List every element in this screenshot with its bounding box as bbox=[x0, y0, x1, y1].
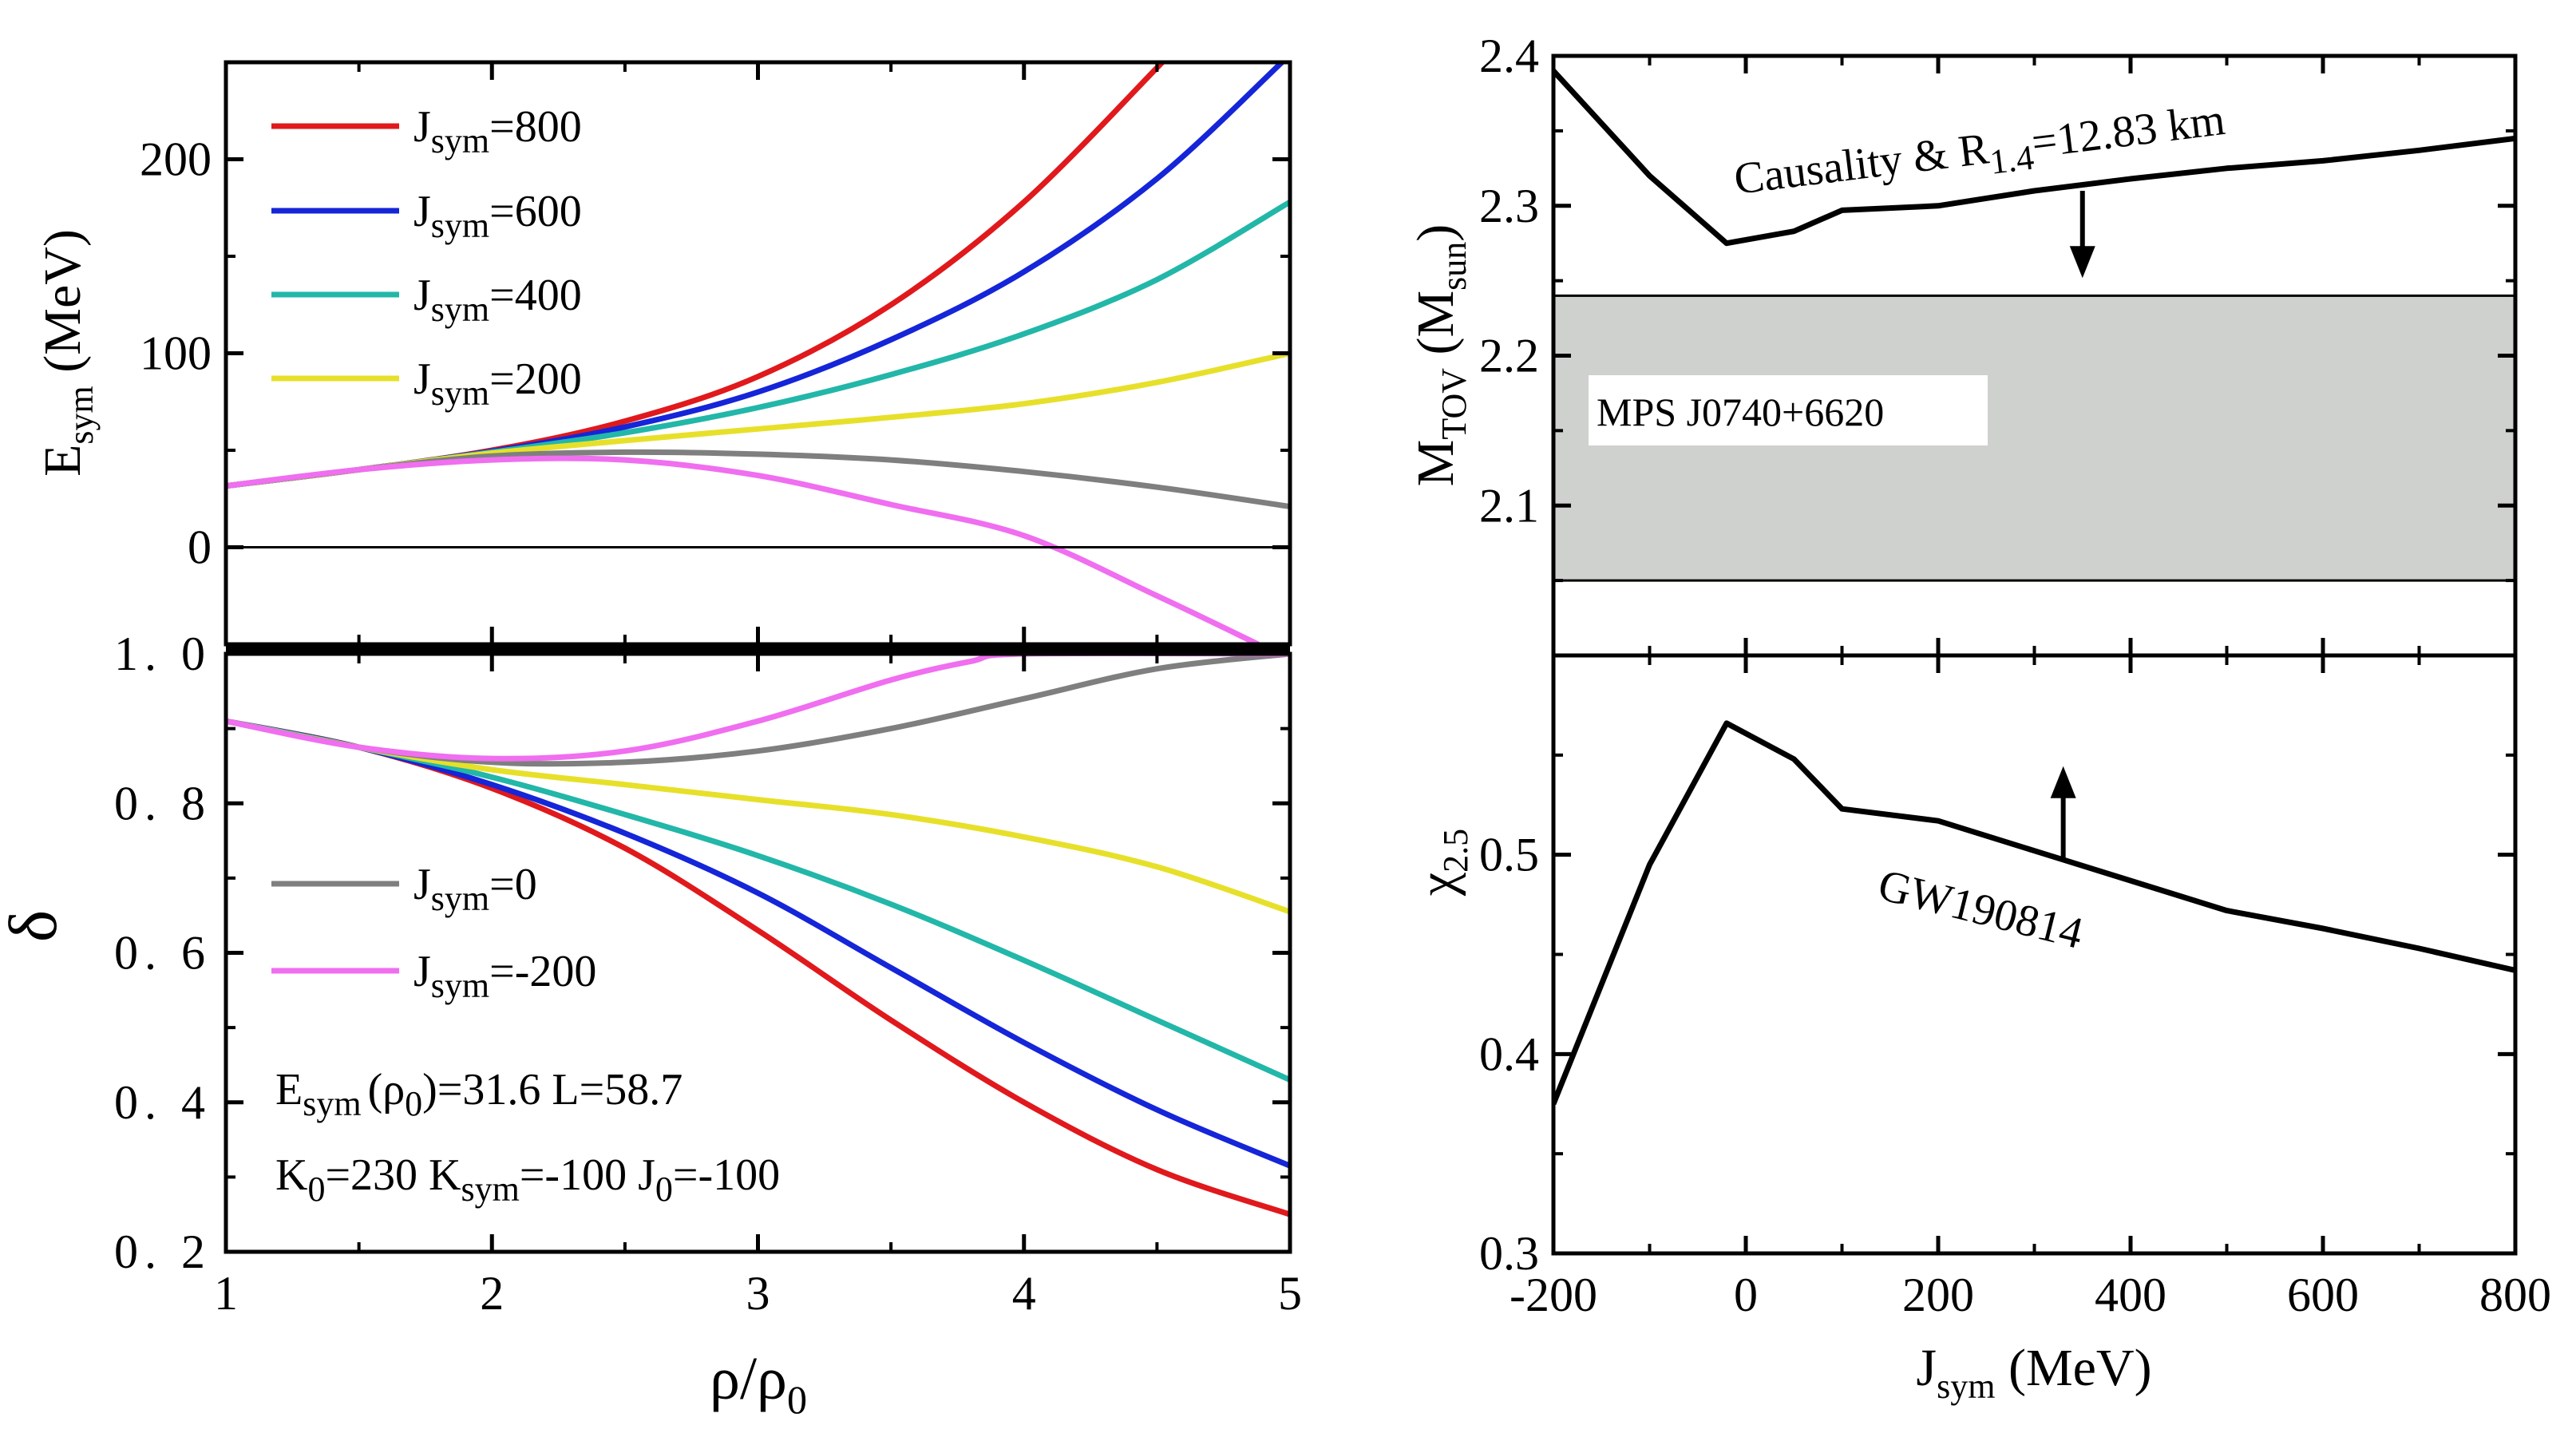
xtick-label: 800 bbox=[2479, 1269, 2551, 1321]
legend-label-200: Jsym=200 bbox=[414, 354, 582, 413]
right-xlabel: Jsym (MeV) bbox=[1916, 1339, 2151, 1406]
band-label-bg bbox=[1589, 375, 1988, 445]
esym-panel: 0 100 200 Jsym=800 Jsym=600 Jsym=400 Jsym=… bbox=[34, 60, 1292, 647]
xtick-label: 2 bbox=[480, 1267, 504, 1320]
ytick-label: 0 bbox=[188, 521, 212, 574]
delta-panel: 0. 2 0. 4 0. 6 0. 8 1. 0 1 2 3 4 5 Jsym=0 Jsym=-2… bbox=[0, 627, 1302, 1422]
chi-series-line bbox=[1553, 720, 2515, 1106]
xtick-label: 1 bbox=[214, 1267, 238, 1320]
xtick-label: 0 bbox=[1734, 1269, 1758, 1321]
delta-legend: Jsym=0 Jsym=-200 bbox=[271, 860, 596, 1005]
ytick-label: 2.2 bbox=[1479, 330, 1539, 382]
ytick-label: 2.4 bbox=[1479, 30, 1539, 82]
band-label: MPS J0740+6620 bbox=[1597, 390, 1884, 434]
xtick-label: 400 bbox=[2095, 1269, 2166, 1321]
legend-label-400: Jsym=400 bbox=[414, 271, 582, 329]
ytick-label: 2.3 bbox=[1479, 180, 1539, 232]
ytick-label: 0.4 bbox=[1479, 1027, 1539, 1080]
mtov-series-line bbox=[1553, 69, 2515, 247]
left-xlabel: ρ/ρ0 bbox=[710, 1345, 807, 1422]
mtov-arrow bbox=[2069, 190, 2095, 279]
chi-frame bbox=[1551, 653, 2518, 1256]
ytick-label: 0. 2 bbox=[114, 1225, 212, 1278]
legend-label-0: Jsym=0 bbox=[414, 860, 537, 918]
legend-label-minus200: Jsym=-200 bbox=[414, 947, 596, 1005]
delta-ylabel: δ bbox=[0, 910, 71, 943]
esym-plot-area bbox=[226, 62, 1290, 644]
ytick-label: 200 bbox=[140, 133, 212, 186]
legend-label-800: Jsym=800 bbox=[414, 102, 582, 160]
causality-label: Causality & R1.4=12.83 km bbox=[1731, 95, 2229, 213]
xtick-label: 3 bbox=[746, 1267, 770, 1320]
ytick-label: 0. 6 bbox=[114, 927, 212, 980]
mtov-arrow-head bbox=[2069, 246, 2095, 279]
esym-series-jsym-400 bbox=[226, 199, 1290, 489]
xtick-label: 600 bbox=[2287, 1269, 2359, 1321]
delta-series-jsym-200 bbox=[226, 654, 1290, 762]
chi-ylabel: χ2.5 bbox=[1408, 829, 1475, 897]
ytick-label: 100 bbox=[140, 327, 212, 380]
chi-arrow bbox=[2050, 766, 2076, 859]
ytick-label: 1. 0 bbox=[114, 627, 212, 680]
ytick-label: 2.1 bbox=[1479, 479, 1539, 532]
ytick-label: 0. 8 bbox=[114, 777, 212, 829]
ytick-label: 0.3 bbox=[1479, 1227, 1539, 1280]
gw-label: GW190814 bbox=[1874, 860, 2088, 958]
esym-frame bbox=[224, 60, 1292, 647]
chi-arrow-head bbox=[2050, 766, 2076, 798]
esym-legend: Jsym=800 Jsym=600 Jsym=400 Jsym=200 bbox=[271, 102, 582, 413]
param-line-2: K0=230 Ksym=-100 J0=-100 bbox=[275, 1150, 780, 1209]
chi-plot-area bbox=[1553, 720, 2515, 1106]
xtick-label: -200 bbox=[1510, 1269, 1597, 1321]
legend-label-600: Jsym=600 bbox=[414, 187, 582, 245]
esym-ylabel: Esym (MeV) bbox=[34, 229, 101, 477]
delta-series-jsym-400 bbox=[226, 718, 1290, 1083]
ytick-label: 0. 4 bbox=[114, 1076, 212, 1129]
xtick-label: 4 bbox=[1012, 1267, 1036, 1320]
param-line-1: Esym (ρ0)=31.6 L=58.7 bbox=[275, 1065, 683, 1123]
delta-series-jsym-800 bbox=[226, 718, 1290, 1217]
xtick-label: 5 bbox=[1278, 1267, 1302, 1320]
delta-plot-area bbox=[226, 654, 1290, 1217]
ytick-label: 0.5 bbox=[1479, 829, 1539, 881]
chi-panel: 0.3 0.4 0.5 -200 0 200 400 600 800 GW190814 χ2.5… bbox=[1408, 653, 2551, 1406]
xtick-label: 200 bbox=[1902, 1269, 1974, 1321]
esym-series-jsym-0 bbox=[226, 449, 1290, 509]
mtov-ylabel: MTOV (Msun) bbox=[1407, 224, 1474, 487]
mtov-panel: 2.1 2.2 2.3 2.4 MPS J0740+6620 Causality & … bbox=[1407, 30, 2518, 658]
panel-divider-left bbox=[226, 644, 1290, 654]
esym-series-jsym-200 bbox=[226, 455, 1261, 644]
